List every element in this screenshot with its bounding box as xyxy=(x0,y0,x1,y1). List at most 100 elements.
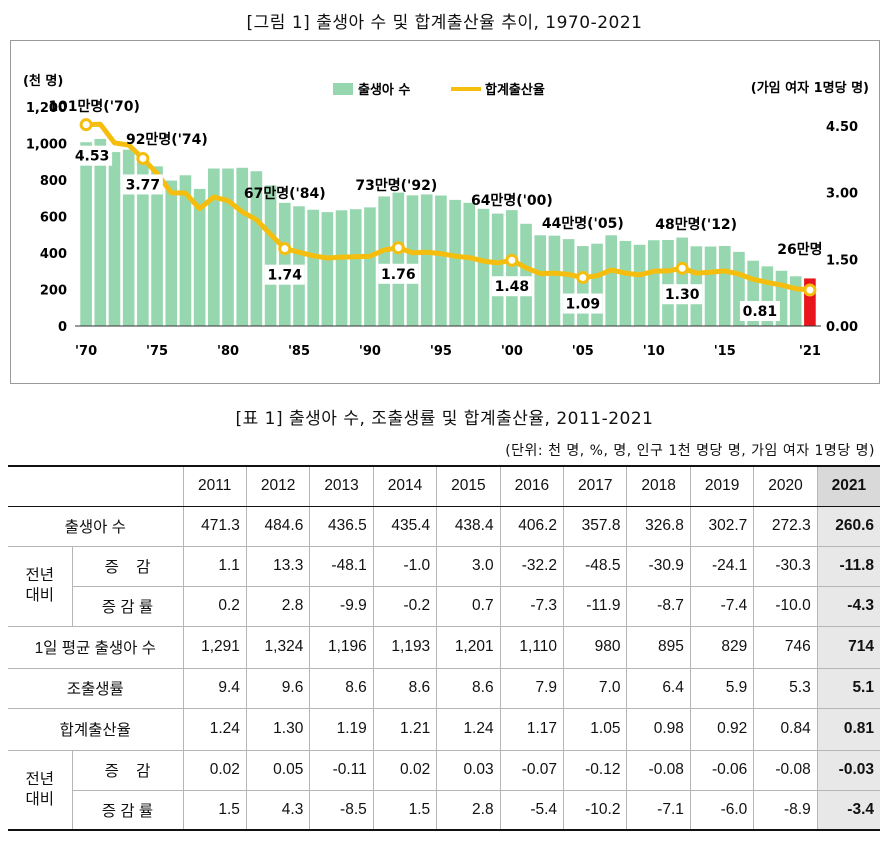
bar xyxy=(718,245,731,326)
left-axis-tick-label: 800 xyxy=(40,174,67,189)
table-cell: -1.0 xyxy=(373,546,438,587)
group-label-vs-prev-year: 전년 대비 xyxy=(8,546,73,627)
table-cell: -0.07 xyxy=(500,750,565,791)
bar xyxy=(775,270,788,326)
table-cell: -30.9 xyxy=(626,546,691,587)
table-cell: 0.03 xyxy=(436,750,501,791)
bar xyxy=(321,212,334,326)
right-axis-tick-label: 1.50 xyxy=(826,253,858,268)
bar xyxy=(165,180,178,326)
rate-label: 1.48 xyxy=(495,279,530,295)
table-cell: 7.9 xyxy=(500,668,565,709)
births-label: 44만명('05) xyxy=(542,215,624,232)
x-tick-label: '95 xyxy=(430,344,452,359)
table-cell: 1,196 xyxy=(309,626,374,669)
year-header: 2019 xyxy=(690,466,755,507)
bar xyxy=(463,202,476,326)
year-header: 2013 xyxy=(309,466,374,507)
table-cell: 0.05 xyxy=(246,750,311,791)
rate-label: 3.77 xyxy=(126,177,161,193)
fertility-marker xyxy=(803,283,817,297)
table-cell: 1,110 xyxy=(500,626,565,669)
table-cell: 1.05 xyxy=(563,707,628,751)
births-and-fertility-chart: 0 200 400 600 800 1,000 1,200 0.00 1.50 3.00 4.50 (… xyxy=(23,73,869,359)
bar xyxy=(577,246,589,326)
x-tick-label: '70 xyxy=(75,344,97,359)
year-header: 2020 xyxy=(753,466,818,507)
unit-note: (단위: 천 명, %, 명, 인구 1천 명당 명, 가임 여자 1명당 명) xyxy=(505,443,875,459)
table-cell: -48.1 xyxy=(309,546,374,587)
births-label: 64만명('00) xyxy=(471,192,553,209)
table-cell: -11.8 xyxy=(817,546,880,587)
table-cell: 1.24 xyxy=(436,707,501,751)
births-label: 26만명 xyxy=(777,241,822,258)
table-cell: 302.7 xyxy=(690,506,755,547)
table-cell: 0.02 xyxy=(183,750,247,791)
table-cell: 1.5 xyxy=(183,790,247,831)
table-cell: -7.4 xyxy=(690,586,755,627)
right-axis-tick-label: 3.00 xyxy=(826,187,858,202)
table-cell: -0.2 xyxy=(373,586,438,627)
bar xyxy=(662,239,674,326)
table-cell: 326.8 xyxy=(626,506,691,547)
bar xyxy=(222,168,234,326)
row-label: 1일 평균 출생아 수 xyxy=(8,626,184,669)
row-label: 합계출산율 xyxy=(8,707,184,751)
bar xyxy=(562,239,575,326)
left-axis-tick-label: 1,000 xyxy=(26,138,67,153)
table-cell: 8.6 xyxy=(309,668,374,709)
year-header: 2017 xyxy=(563,466,628,507)
table-cell: 0.84 xyxy=(753,707,818,751)
bar xyxy=(80,142,92,326)
table-cell: 436.5 xyxy=(309,506,374,547)
right-axis-tick-label: 4.50 xyxy=(826,120,858,135)
bar xyxy=(94,138,107,326)
year-header: 2018 xyxy=(626,466,691,507)
fertility-marker xyxy=(576,271,590,285)
table-cell: -0.08 xyxy=(753,750,818,791)
table-cell: -0.08 xyxy=(626,750,691,791)
left-axis-tick-label: 200 xyxy=(40,284,67,299)
table-cell: 6.4 xyxy=(626,668,691,709)
table-cell: -0.06 xyxy=(690,750,755,791)
table-cell: 746 xyxy=(753,626,818,669)
table-cell: 1.19 xyxy=(309,707,374,751)
row-label: 출생아 수 xyxy=(8,506,184,547)
row-label: 증 감 률 xyxy=(72,586,184,627)
births-label: 92만명('74) xyxy=(126,131,208,148)
x-tick-label: '85 xyxy=(288,344,310,359)
table-cell: 9.4 xyxy=(183,668,247,709)
rate-label: 0.81 xyxy=(743,304,778,320)
fertility-marker xyxy=(79,118,93,132)
table-cell: -9.9 xyxy=(309,586,374,627)
x-tick-label: '10 xyxy=(643,344,665,359)
bar xyxy=(733,251,745,326)
table-cell: -3.4 xyxy=(817,790,880,831)
table-cell: 2.8 xyxy=(436,790,501,831)
births-table: 2011 2012 2013 2014 2015 2016 2017 2018 2019 2020… xyxy=(8,465,880,831)
table-cell: 1,193 xyxy=(373,626,438,669)
bar xyxy=(477,208,490,326)
births-label: 48만명('12) xyxy=(655,216,737,233)
bar xyxy=(449,199,461,326)
births-label: 73만명('92) xyxy=(355,177,437,194)
table-cell: 714 xyxy=(817,626,880,669)
table-cell: 13.3 xyxy=(246,546,311,587)
x-tick-label: '00 xyxy=(501,344,523,359)
rate-label-bg xyxy=(122,174,163,195)
bar xyxy=(619,240,632,326)
rate-label-bg xyxy=(562,293,603,314)
table-cell: 1.21 xyxy=(373,707,438,751)
right-axis-tick-label: 0.00 xyxy=(826,320,858,335)
bar xyxy=(236,167,249,326)
table-cell: -7.3 xyxy=(500,586,565,627)
fertility-marker xyxy=(136,151,150,165)
bar xyxy=(349,209,362,326)
table-cell: -10.2 xyxy=(563,790,628,831)
table-cell: 272.3 xyxy=(753,506,818,547)
bar xyxy=(747,260,759,326)
table-cell: -7.1 xyxy=(626,790,691,831)
table-cell: 1.24 xyxy=(183,707,247,751)
bar xyxy=(633,244,646,326)
fertility-marker xyxy=(505,253,519,267)
